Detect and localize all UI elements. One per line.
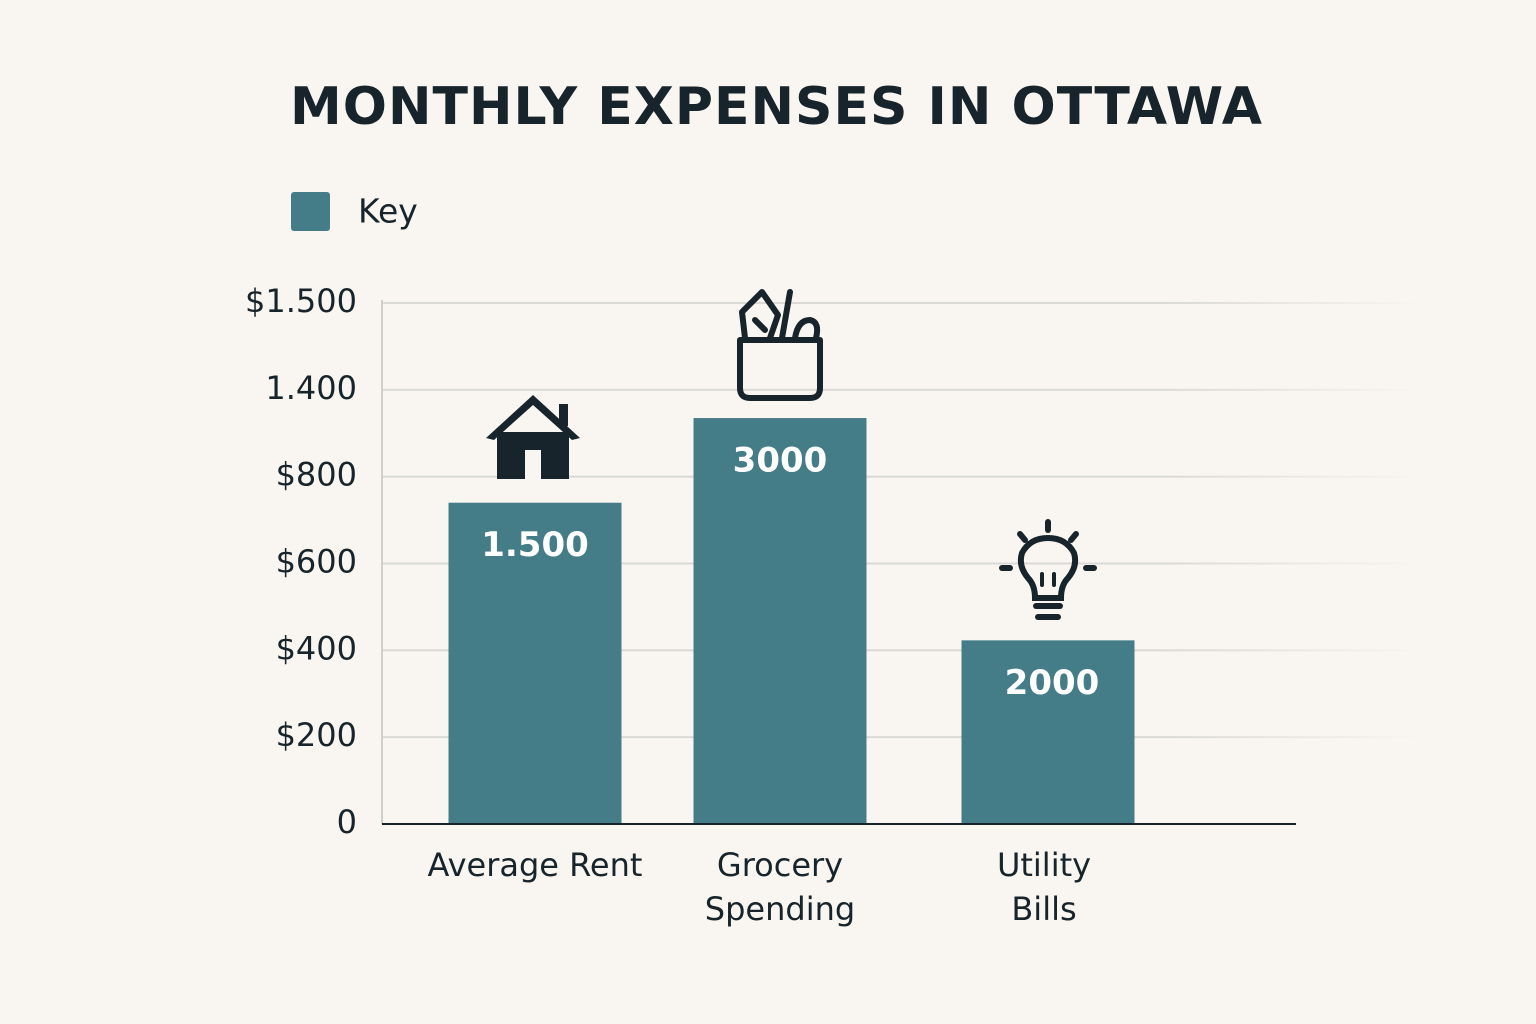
bar-annotation: 1.500 [481, 525, 589, 565]
legend-swatch [291, 192, 330, 231]
x-tick-label: Average Rent [428, 846, 643, 884]
y-tick-label: 1.400 [265, 369, 357, 407]
bar [693, 418, 867, 824]
y-tick-label: $1.500 [245, 282, 357, 320]
grid-line [382, 736, 1422, 739]
grid-line [382, 562, 1422, 565]
icons [486, 289, 1097, 620]
bar [448, 502, 622, 824]
bar [961, 640, 1135, 824]
x-tick-label: Utility Bills [997, 846, 1091, 928]
bar-annotation: 3000 [733, 441, 828, 481]
y-tick-label: $400 [276, 629, 357, 667]
y-tick-label: $600 [276, 543, 357, 581]
grid-line [382, 475, 1422, 478]
basket-icon [737, 289, 823, 401]
legend-label: Key [358, 192, 418, 231]
chart-title: MONTHLY EXPENSES IN OTTAWA [290, 77, 1263, 137]
y-tick-label: $200 [276, 716, 357, 754]
grid-line [382, 302, 1422, 304]
bar-annotation: 2000 [1005, 663, 1100, 703]
grid-line [382, 388, 1422, 391]
house-icon [486, 395, 580, 479]
x-tick-label: Grocery Spending [705, 846, 855, 928]
y-tick-label: $800 [276, 456, 357, 494]
y-tick-label: 0 [337, 803, 357, 841]
grid-line [382, 649, 1422, 652]
bulb-icon [999, 519, 1097, 620]
